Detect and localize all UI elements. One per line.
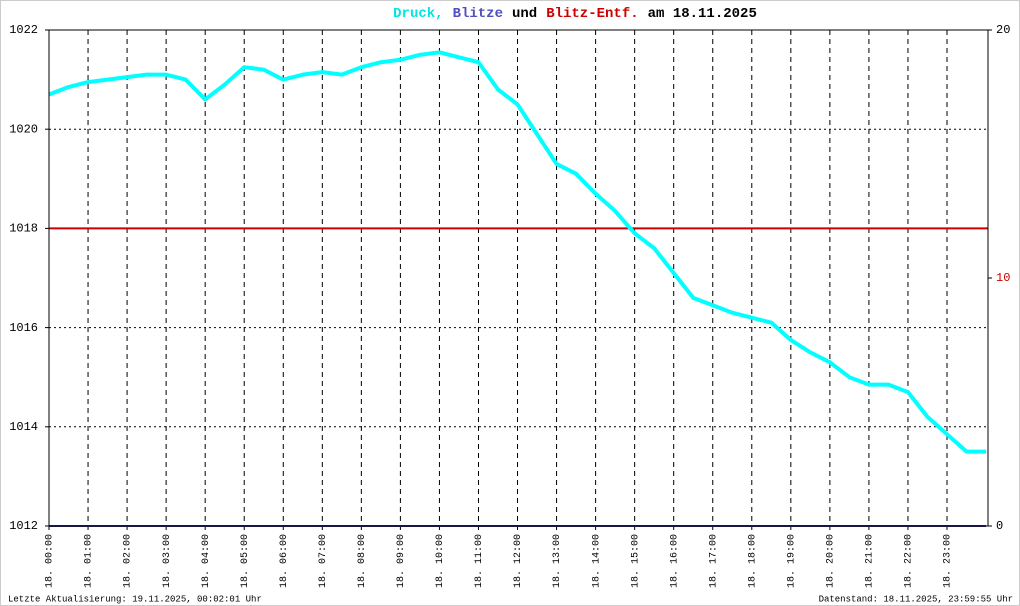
- y-tick-label: 1012: [9, 519, 38, 533]
- x-tick-label: 18. 14:00: [591, 534, 602, 588]
- x-tick-label: 18. 10:00: [435, 534, 446, 588]
- x-tick-label: 18. 19:00: [786, 534, 797, 588]
- footer-left: Letzte Aktualisierung: 19.11.2025, 00:02…: [8, 594, 262, 604]
- plot-border: [48, 29, 989, 527]
- y-tick-label: 1016: [9, 321, 38, 335]
- y2-tick-label: 0: [996, 519, 1003, 533]
- x-tick-label: 18. 04:00: [201, 534, 212, 588]
- y-tick-label: 1020: [9, 122, 38, 136]
- y2-tick-label: 20: [996, 23, 1010, 37]
- x-tick-label: 18. 23:00: [943, 534, 954, 588]
- title-part: Blitz-Entf.: [546, 6, 638, 22]
- x-tick-label: 18. 18:00: [747, 534, 758, 588]
- x-tick-label: 18. 09:00: [396, 534, 407, 588]
- y-tick-label: 1014: [9, 420, 38, 434]
- title-part: Blitze: [453, 6, 503, 22]
- y-tick-label: 1018: [9, 222, 38, 236]
- x-tick-label: 18. 03:00: [162, 534, 173, 588]
- y-tick-label: 1022: [9, 23, 38, 37]
- x-tick-label: 18. 22:00: [904, 534, 915, 588]
- footer-right: Datenstand: 18.11.2025, 23:59:55 Uhr: [819, 594, 1013, 604]
- title-part: und: [512, 6, 537, 22]
- x-tick-label: 18. 15:00: [630, 534, 641, 588]
- x-tick-label: 18. 08:00: [357, 534, 368, 588]
- x-tick-label: 18. 17:00: [708, 534, 719, 588]
- x-tick-label: 18. 16:00: [669, 534, 680, 588]
- x-tick-label: 18. 07:00: [318, 534, 329, 588]
- x-tick-label: 18. 06:00: [279, 534, 290, 588]
- x-tick-label: 18. 21:00: [865, 534, 876, 588]
- y2-tick-label: 10: [996, 271, 1010, 285]
- x-tick-label: 18. 11:00: [474, 534, 485, 588]
- x-tick-label: 18. 00:00: [45, 534, 56, 588]
- x-tick-label: 18. 01:00: [84, 534, 95, 588]
- x-tick-label: 18. 12:00: [513, 534, 524, 588]
- x-tick-label: 18. 13:00: [552, 534, 563, 588]
- x-tick-label: 18. 02:00: [123, 534, 134, 588]
- chart-title: Druck, Blitze und Blitz-Entf. am 18.11.2025: [393, 6, 757, 22]
- title-part: am 18.11.2025: [648, 6, 757, 22]
- x-tick-label: 18. 05:00: [240, 534, 251, 588]
- title-part: Druck,: [393, 6, 443, 22]
- series-line: [48, 50, 987, 454]
- x-tick-label: 18. 20:00: [826, 534, 837, 588]
